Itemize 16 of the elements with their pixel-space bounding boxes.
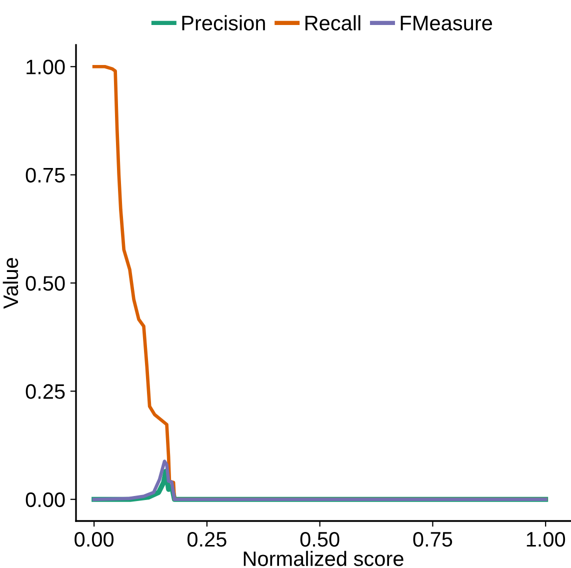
x-tick-label: 0.75 (413, 532, 452, 547)
legend-label: FMeasure (400, 16, 492, 30)
line-series (92, 460, 548, 502)
y-axis-title: Value (2, 258, 18, 309)
legend-label: Precision (182, 15, 265, 30)
x-tick-label: 0.00 (74, 532, 114, 547)
legend-label: Recall (305, 15, 360, 30)
y-tick-label: 1.00 (26, 60, 65, 74)
x-tick-label: 0.25 (187, 532, 226, 547)
x-tick-label: 1.00 (526, 532, 566, 547)
x-axis-title: Normalized score (244, 550, 404, 566)
y-tick-label: 0.50 (26, 276, 65, 291)
y-tick-label: 0.75 (26, 168, 65, 183)
y-tick-label: 0.25 (26, 384, 65, 399)
y-tick-label: 0.00 (26, 492, 65, 508)
x-tick-label: 0.50 (300, 532, 340, 547)
